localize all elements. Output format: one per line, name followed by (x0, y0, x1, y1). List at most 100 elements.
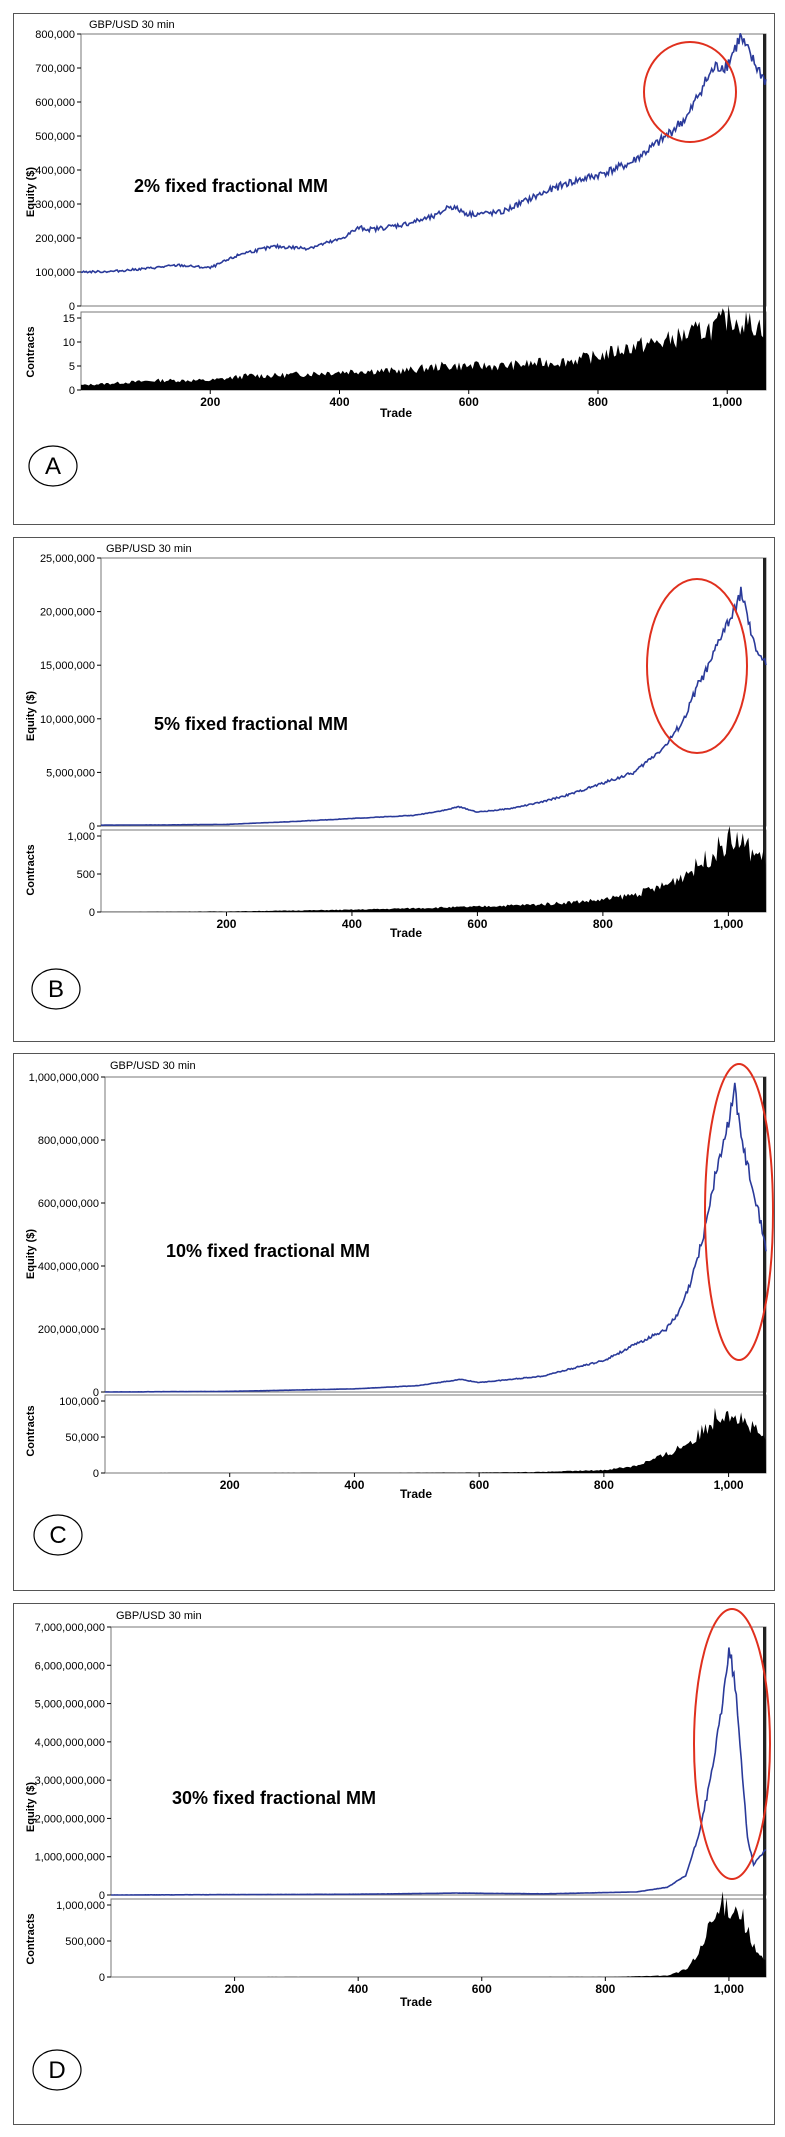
x-tick-label: 1,000 (713, 917, 743, 931)
x-axis-label: Trade (380, 406, 412, 420)
x-tick-label: 800 (595, 1982, 615, 1996)
equity-axis-label: Equity ($) (25, 691, 37, 741)
contracts-tick-label: 500,000 (65, 1936, 105, 1948)
equity-line (80, 33, 767, 274)
right-edge-bar (763, 1627, 766, 1977)
contracts-tick-label: 0 (69, 385, 75, 397)
annotation-text: 2% fixed fractional MM (134, 176, 328, 196)
equity-tick-label: 1,000,000,000 (29, 1072, 99, 1084)
panel-letter: C (49, 1522, 66, 1549)
panel-letter: B (48, 976, 64, 1003)
panel-letter-circle (32, 2049, 82, 2091)
equity-tick-label: 700,000 (35, 63, 75, 75)
highlight-ellipse (704, 1063, 774, 1361)
x-tick-label: 200 (200, 395, 220, 409)
x-tick-label: 1,000 (712, 395, 742, 409)
contracts-axis-label: Contracts (25, 326, 37, 377)
equity-tick-label: 800,000 (35, 29, 75, 41)
x-tick-label: 400 (329, 395, 349, 409)
highlight-ellipse (693, 1608, 771, 1880)
contracts-tick-label: 500 (77, 869, 95, 881)
contracts-area (111, 1891, 766, 1977)
equity-tick-label: 2,000,000,000 (35, 1813, 105, 1825)
panel-letter-circle (28, 445, 78, 487)
chart-svg-c: GBP/USD 30 min 10% fixed fractional MM E… (25, 1060, 774, 1556)
equity-tick-label: 200,000,000 (38, 1324, 99, 1336)
chart-title: GBP/USD 30 min (110, 1060, 196, 1072)
x-tick-label: 400 (342, 917, 362, 931)
chart-panel-b: GBP/USD 30 min 5% fixed fractional MM Eq… (13, 537, 775, 1042)
chart-svg-d: GBP/USD 30 min 30% fixed fractional MM E… (25, 1608, 771, 2091)
equity-tick-label: 100,000 (35, 267, 75, 279)
chart-title: GBP/USD 30 min (116, 1610, 202, 1622)
annotation-text: 30% fixed fractional MM (172, 1788, 376, 1808)
x-tick-label: 600 (459, 395, 479, 409)
x-tick-label: 600 (472, 1982, 492, 1996)
equity-line (111, 1647, 767, 1896)
contracts-plot-frame (110, 1898, 767, 1978)
right-edge-bar (763, 34, 766, 390)
contracts-tick-label: 10 (63, 337, 75, 349)
equity-axis-label: Equity ($) (25, 1229, 37, 1279)
chart-panel-c: GBP/USD 30 min 10% fixed fractional MM E… (13, 1053, 775, 1591)
contracts-tick-label: 0 (89, 907, 95, 919)
right-edge-bar (763, 558, 766, 912)
equity-tick-label: 600,000,000 (38, 1198, 99, 1210)
x-tick-label: 200 (220, 1478, 240, 1492)
x-tick-label: 1,000 (714, 1478, 744, 1492)
equity-tick-label: 0 (89, 821, 95, 833)
equity-plot-frame (104, 1076, 767, 1393)
x-axis-label: Trade (390, 926, 422, 940)
equity-axis-label: Equity ($) (25, 1782, 37, 1832)
x-tick-label: 200 (216, 917, 236, 931)
chart-panel-a: GBP/USD 30 min 2% fixed fractional MM Eq… (13, 13, 775, 525)
equity-tick-label: 0 (69, 301, 75, 313)
equity-line (100, 586, 767, 826)
chart-svg-a: GBP/USD 30 min 2% fixed fractional MM Eq… (25, 19, 767, 487)
chart-title: GBP/USD 30 min (89, 19, 175, 31)
x-tick-label: 600 (467, 917, 487, 931)
equity-tick-label: 500,000 (35, 131, 75, 143)
x-tick-label: 400 (348, 1982, 368, 1996)
equity-tick-label: 400,000,000 (38, 1261, 99, 1273)
x-tick-label: 400 (344, 1478, 364, 1492)
equity-tick-label: 0 (93, 1387, 99, 1399)
equity-tick-label: 5,000,000 (46, 767, 95, 779)
contracts-tick-label: 0 (99, 1972, 105, 1984)
panel-letter-circle (31, 968, 81, 1010)
panel-letter: D (48, 2057, 65, 2084)
contracts-tick-label: 1,000,000 (56, 1900, 105, 1912)
equity-line (104, 1082, 767, 1393)
contracts-tick-label: 5 (69, 361, 75, 373)
chart-svg-b: GBP/USD 30 min 5% fixed fractional MM Eq… (25, 543, 767, 1010)
annotation-text: 10% fixed fractional MM (166, 1241, 370, 1261)
x-tick-label: 200 (225, 1982, 245, 1996)
annotation-text: 5% fixed fractional MM (154, 714, 348, 734)
contracts-tick-label: 50,000 (65, 1432, 99, 1444)
x-tick-label: 800 (588, 395, 608, 409)
panel-letter-circle (33, 1514, 83, 1556)
equity-tick-label: 6,000,000,000 (35, 1660, 105, 1672)
equity-tick-label: 1,000,000,000 (35, 1852, 105, 1864)
equity-tick-label: 7,000,000,000 (35, 1622, 105, 1634)
equity-plot-frame (110, 1626, 767, 1896)
equity-tick-label: 200,000 (35, 233, 75, 245)
equity-tick-label: 0 (99, 1890, 105, 1902)
chart-title: GBP/USD 30 min (106, 543, 192, 555)
x-tick-label: 600 (469, 1478, 489, 1492)
equity-tick-label: 300,000 (35, 199, 75, 211)
chart-panel-d: GBP/USD 30 min 30% fixed fractional MM E… (13, 1603, 775, 2125)
contracts-axis-label: Contracts (25, 844, 37, 895)
right-edge-bar (763, 1077, 766, 1473)
equity-tick-label: 800,000,000 (38, 1135, 99, 1147)
contracts-axis-label: Contracts (25, 1405, 37, 1456)
contracts-tick-label: 100,000 (59, 1396, 99, 1408)
equity-tick-label: 5,000,000,000 (35, 1699, 105, 1711)
equity-axis-label: Equity ($) (25, 167, 37, 217)
equity-tick-label: 20,000,000 (40, 607, 95, 619)
highlight-ellipse (643, 41, 737, 143)
panel-letter: A (45, 453, 61, 480)
equity-tick-label: 4,000,000,000 (35, 1737, 105, 1749)
equity-tick-label: 25,000,000 (40, 553, 95, 565)
x-axis-label: Trade (400, 1995, 432, 2009)
